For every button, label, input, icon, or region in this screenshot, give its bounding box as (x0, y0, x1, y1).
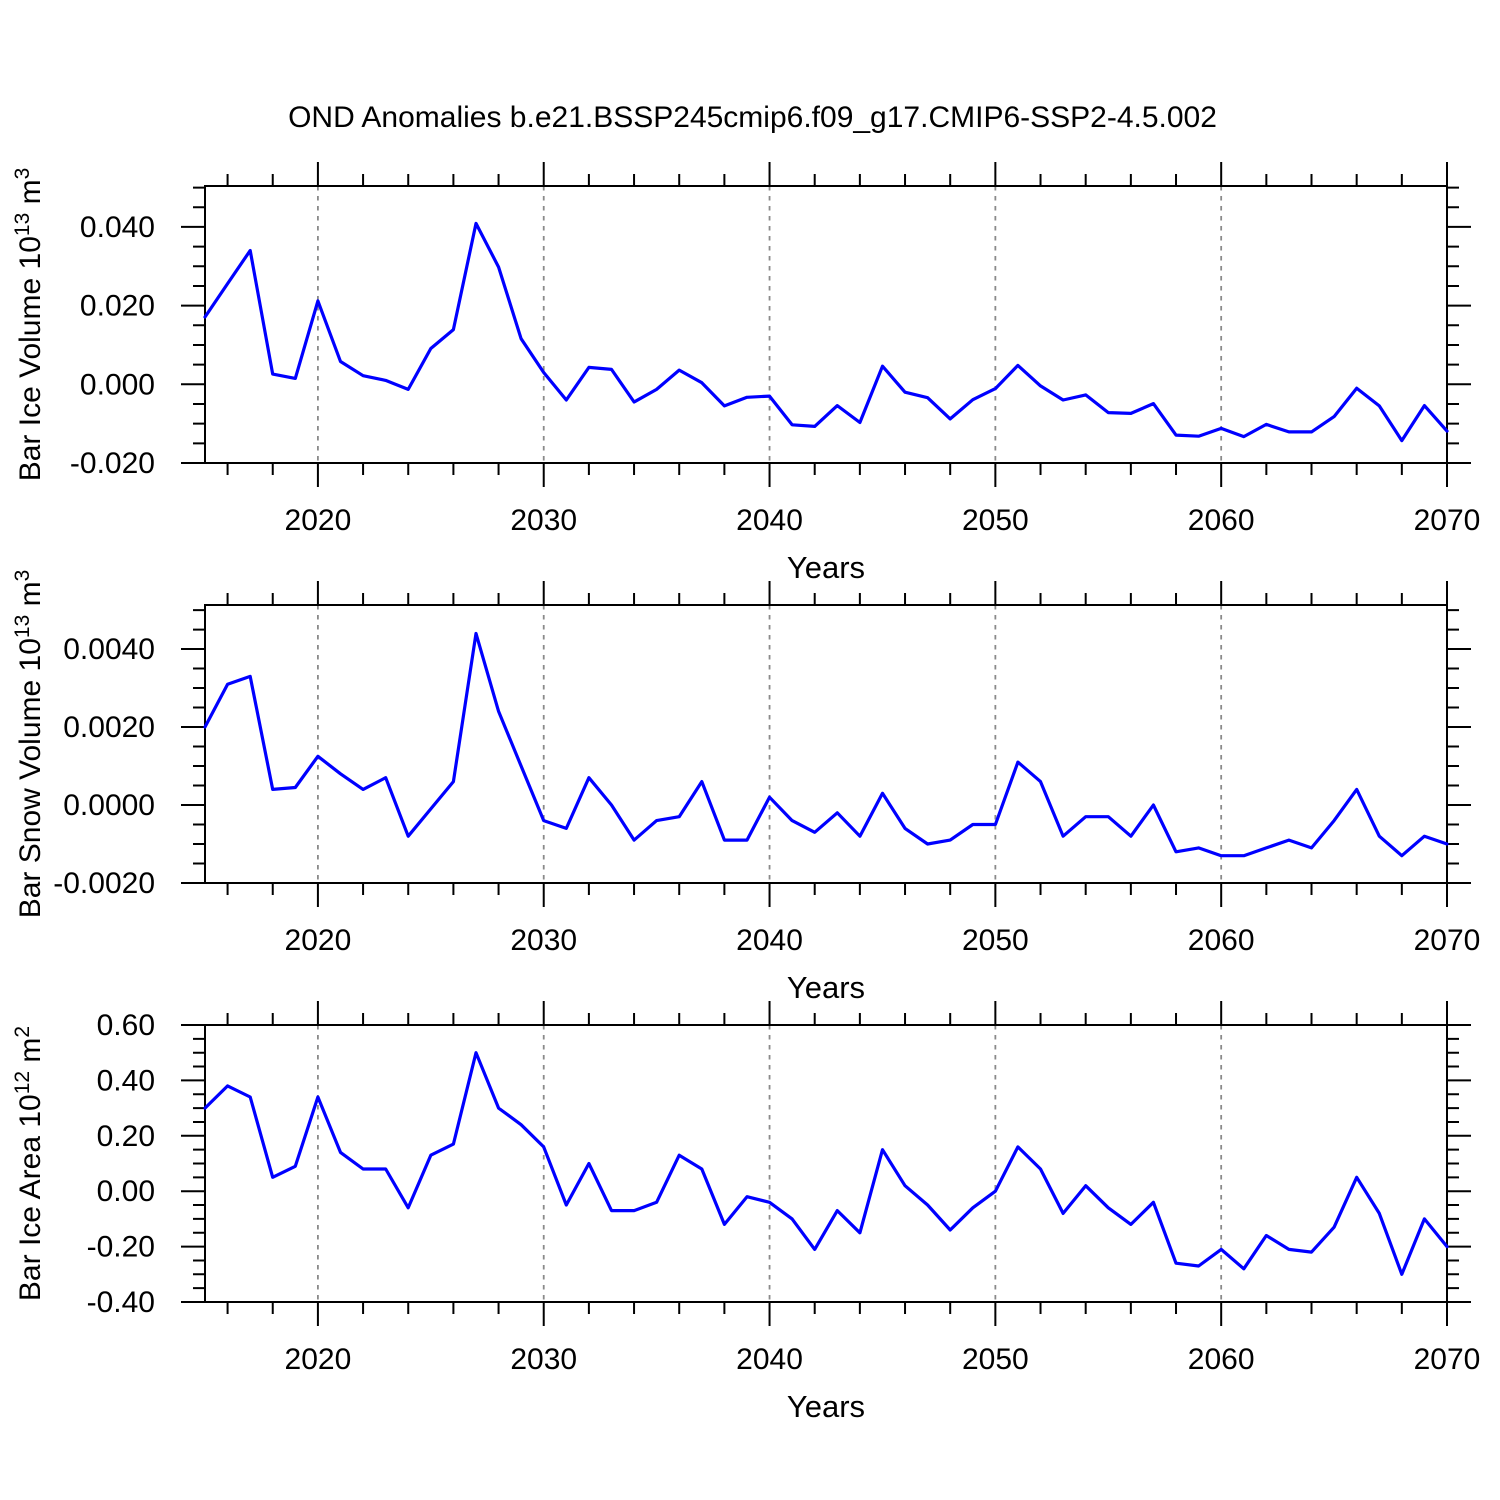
x-axis-title: Years (787, 970, 865, 1005)
x-axis-title: Years (787, 550, 865, 585)
y-tick-label: -0.020 (70, 447, 155, 480)
x-tick-label: 2050 (962, 504, 1029, 537)
x-tick-label: 2050 (962, 924, 1029, 957)
decade-gridlines (317, 605, 1223, 883)
figure-title: OND Anomalies b.e21.BSSP245cmip6.f09_g17… (288, 101, 1217, 134)
x-tick-label: 2020 (285, 924, 352, 957)
x-tick-label: 2020 (285, 1343, 352, 1376)
plot-frame (204, 185, 1448, 464)
x-tick-label: 2060 (1188, 504, 1255, 537)
axis-ticks (181, 581, 1471, 907)
panel-ice-area: 2020 2030 2040 2050 2060 2070 0.60 0.40 0.20 0.00… (11, 1001, 1480, 1424)
panel-ice-volume: 2020 2030 2040 2050 2060 2070 0.040 0.020 0.000 -… (11, 162, 1480, 585)
panel-snow-volume: 2020 2030 2040 2050 2060 2070 0.0040 0.0020 0.00… (11, 570, 1480, 1005)
data-line-ice-area (203, 1051, 1449, 1276)
x-tick-label: 2020 (285, 504, 352, 537)
x-axis-title: Years (787, 1389, 865, 1424)
x-tick-label: 2070 (1414, 1343, 1481, 1376)
x-tick-label: 2060 (1188, 924, 1255, 957)
y-tick-label: 0.020 (80, 290, 155, 323)
y-tick-label: -0.20 (87, 1231, 155, 1264)
x-tick-label: 2050 (962, 1343, 1029, 1376)
x-tick-label: 2040 (736, 504, 803, 537)
y-tick-label: 0.000 (80, 368, 155, 401)
y-tick-label: -0.40 (87, 1286, 155, 1319)
axis-ticks (181, 162, 1471, 487)
data-line-snow-volume (203, 631, 1449, 858)
plot-frame (204, 1024, 1448, 1303)
y-tick-label: 0.0000 (63, 789, 155, 822)
axis-ticks (181, 1001, 1471, 1326)
y-axis-title: Bar Ice Area 1012 m2 (11, 1026, 47, 1301)
decade-gridlines (317, 186, 1223, 463)
plot-frame (204, 604, 1448, 884)
y-tick-label: 0.20 (97, 1120, 155, 1153)
x-tick-label: 2030 (510, 924, 577, 957)
y-tick-label: 0.40 (97, 1064, 155, 1097)
y-tick-label: 0.040 (80, 211, 155, 244)
y-axis-title: Bar Ice Volume 1013 m3 (11, 168, 47, 482)
x-tick-label: 2040 (736, 924, 803, 957)
x-tick-label: 2070 (1414, 504, 1481, 537)
x-tick-label: 2070 (1414, 924, 1481, 957)
decade-gridlines (317, 1025, 1223, 1302)
y-tick-label: 0.60 (97, 1009, 155, 1042)
data-line-ice-volume (203, 221, 1449, 443)
y-tick-label: 0.0020 (63, 711, 155, 744)
y-axis-title: Bar Snow Volume 1013 m3 (11, 570, 47, 919)
y-tick-label: 0.00 (97, 1175, 155, 1208)
y-tick-label: -0.0020 (53, 867, 155, 900)
x-tick-label: 2040 (736, 1343, 803, 1376)
y-tick-label: 0.0040 (63, 633, 155, 666)
x-tick-label: 2030 (510, 504, 577, 537)
x-tick-label: 2030 (510, 1343, 577, 1376)
x-tick-label: 2060 (1188, 1343, 1255, 1376)
